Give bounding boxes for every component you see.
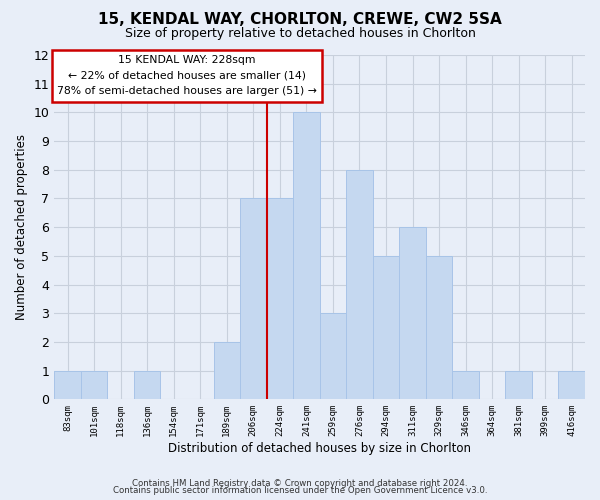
Bar: [293, 112, 320, 400]
Bar: [320, 313, 346, 400]
Bar: [214, 342, 240, 400]
Bar: [54, 370, 81, 400]
Text: Contains public sector information licensed under the Open Government Licence v3: Contains public sector information licen…: [113, 486, 487, 495]
Bar: [134, 370, 160, 400]
Bar: [452, 370, 479, 400]
Bar: [505, 370, 532, 400]
Text: 15 KENDAL WAY: 228sqm
← 22% of detached houses are smaller (14)
78% of semi-deta: 15 KENDAL WAY: 228sqm ← 22% of detached …: [57, 55, 317, 96]
Bar: [266, 198, 293, 400]
Text: Contains HM Land Registry data © Crown copyright and database right 2024.: Contains HM Land Registry data © Crown c…: [132, 478, 468, 488]
Bar: [373, 256, 399, 400]
X-axis label: Distribution of detached houses by size in Chorlton: Distribution of detached houses by size …: [168, 442, 471, 455]
Bar: [240, 198, 266, 400]
Bar: [81, 370, 107, 400]
Bar: [559, 370, 585, 400]
Text: 15, KENDAL WAY, CHORLTON, CREWE, CW2 5SA: 15, KENDAL WAY, CHORLTON, CREWE, CW2 5SA: [98, 12, 502, 28]
Y-axis label: Number of detached properties: Number of detached properties: [15, 134, 28, 320]
Bar: [399, 227, 426, 400]
Bar: [346, 170, 373, 400]
Text: Size of property relative to detached houses in Chorlton: Size of property relative to detached ho…: [125, 28, 475, 40]
Bar: [426, 256, 452, 400]
